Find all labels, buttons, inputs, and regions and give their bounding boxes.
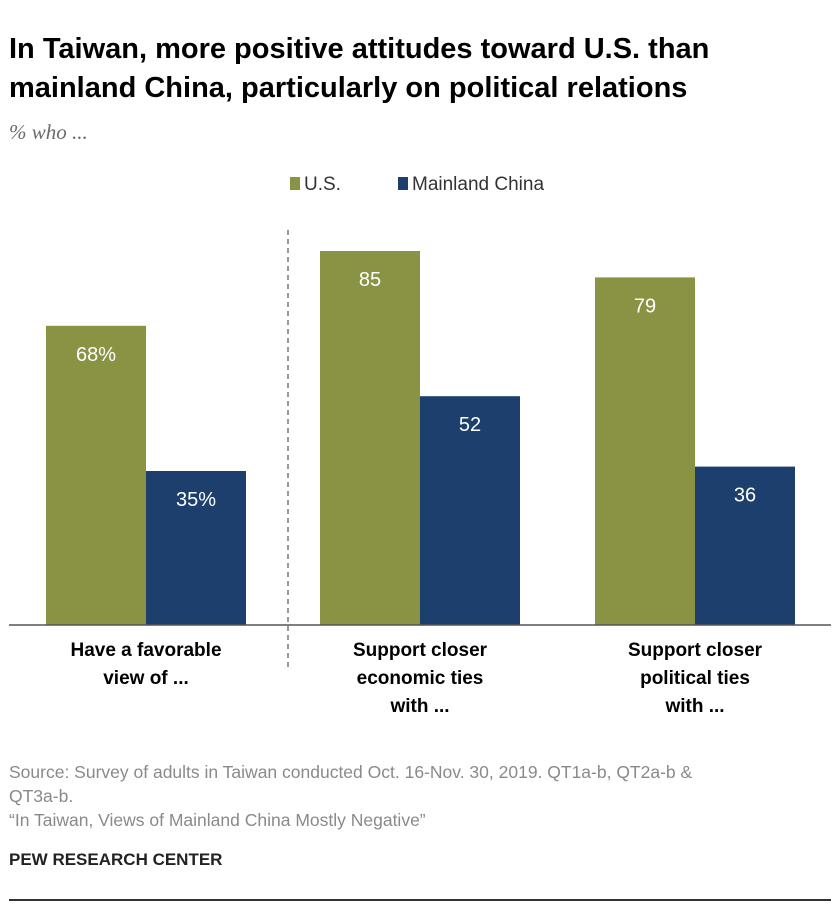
source-line-1: Source: Survey of adults in Taiwan condu… (9, 762, 693, 782)
value-label-us-2: 85 (359, 269, 381, 291)
legend-mainland-china-swatch (398, 177, 408, 190)
brand-name: PEW RESEARCH CENTER (9, 850, 223, 869)
source-note: Source: Survey of adults in Taiwan condu… (9, 760, 829, 832)
chart-title: In Taiwan, more positive attitudes towar… (9, 30, 829, 108)
legend-mainland-china-label: Mainland China (412, 174, 544, 195)
legend-us-label: U.S. (304, 174, 341, 195)
bar-us-2 (320, 251, 420, 625)
source-line-2: QT3a-b. (9, 786, 74, 806)
value-label-china-2: 52 (459, 414, 481, 436)
bar-china-1 (146, 471, 246, 625)
source-line-3: “In Taiwan, Views of Mainland China Most… (9, 810, 426, 830)
bar-us-3 (595, 277, 695, 625)
title-line-1: In Taiwan, more positive attitudes towar… (9, 33, 710, 65)
chart-subtitle: % who ... (9, 120, 88, 144)
category-label-2-line-1: Support closer (353, 640, 488, 661)
value-label-us-3: 79 (634, 295, 656, 317)
bar-us-1 (46, 325, 146, 625)
legend-us-swatch (290, 177, 300, 190)
value-label-us-1: 68% (76, 344, 116, 366)
value-label-china-1: 35% (176, 489, 216, 511)
value-label-china-3: 36 (734, 485, 756, 507)
bottom-rule (9, 899, 831, 901)
category-label-2-line-2: economic ties (357, 668, 484, 689)
category-label-1-line-1: Have a favorable (70, 640, 221, 661)
bar-china-3 (695, 466, 795, 625)
category-label-3-line-3: with ... (664, 696, 724, 717)
title-line-2: mainland China, particularly on politica… (9, 72, 688, 104)
bar-chart: U.S. Mainland China 68% 35% Have a favorable… (9, 174, 831, 717)
category-label-2-line-3: with ... (389, 696, 449, 717)
category-label-1-line-2: view of ... (103, 668, 189, 689)
category-label-3-line-2: political ties (640, 668, 750, 689)
bar-china-2 (420, 396, 520, 625)
category-label-3-line-1: Support closer (628, 640, 763, 661)
